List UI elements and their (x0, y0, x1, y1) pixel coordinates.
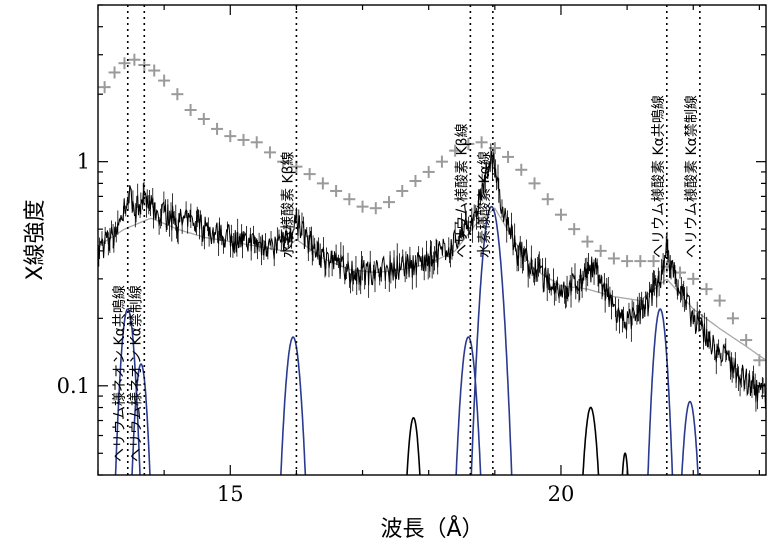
x-tick-label: 20 (548, 482, 575, 506)
black-peak (621, 452, 629, 475)
blue-peak (455, 336, 482, 475)
black-line-profiles (406, 406, 629, 475)
line-marker-label: ヘリウム様ネオン Kα禁制線 (128, 285, 144, 462)
black-spectrum-line (98, 150, 766, 409)
line-marker-label: 水素様酸素 Kα線 (477, 151, 493, 258)
axis-ticks: 15 20 0.1 1 (57, 4, 766, 506)
blue-line-profiles (114, 205, 699, 475)
line-marker-label: ヘリウム様酸素 Kα禁制線 (684, 95, 700, 258)
line-marker-group: ヘリウム様ネオン Kα共鳴線 ヘリウム様ネオン Kα禁制線 水素様酸素 Kβ線 ヘリウ… (112, 5, 701, 475)
y-tick-label: 0.1 (57, 374, 90, 398)
black-spectrum-series (98, 143, 766, 412)
line-marker-label: ヘリウム様酸素 Kα共鳴線 (651, 95, 667, 258)
y-axis-title: X線強度 (23, 199, 48, 280)
blue-peak (280, 336, 307, 475)
plot-clip-group: ヘリウム様ネオン Kα共鳴線 ヘリウム様ネオン Kα禁制線 水素様酸素 Kβ線 ヘリウ… (98, 5, 766, 475)
blue-peak (647, 308, 674, 475)
blue-peak (114, 308, 141, 475)
black-peak (582, 406, 600, 475)
black-peak (406, 416, 421, 475)
x-axis-title: 波長（Å） (380, 515, 483, 542)
x-tick-label: 15 (217, 482, 244, 506)
plot-frame (97, 4, 767, 476)
blue-peak (131, 363, 151, 475)
line-marker-label: ヘリウム様ネオン Kα共鳴線 (112, 285, 128, 462)
blue-peak (470, 205, 513, 475)
line-marker-label: 水素様酸素 Kβ線 (280, 151, 296, 258)
y-tick-label: 1 (77, 150, 90, 174)
blue-peak (681, 400, 699, 475)
line-marker-label: ヘリウム様酸素 Kβ線 (454, 123, 470, 258)
